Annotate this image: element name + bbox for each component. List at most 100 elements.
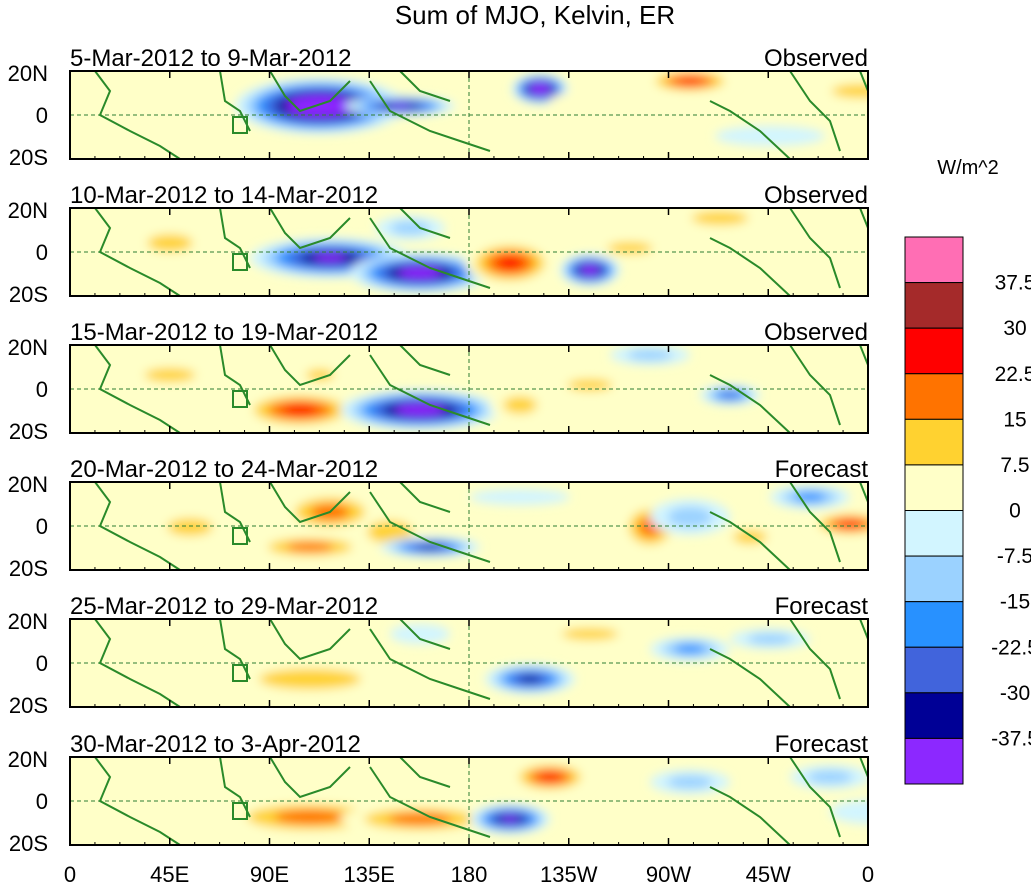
colorbar-label: 37.5 bbox=[995, 272, 1031, 295]
colorbar-label: 7.5 bbox=[1000, 454, 1029, 477]
anomaly-contour bbox=[210, 647, 290, 671]
map-field bbox=[69, 756, 869, 846]
anomaly-field bbox=[210, 624, 810, 697]
colorbar-label: 22.5 bbox=[995, 363, 1031, 386]
anomaly-field bbox=[125, 345, 760, 430]
coastline bbox=[369, 354, 491, 426]
longitude-label: 135E bbox=[344, 862, 395, 887]
anomaly-contour bbox=[405, 406, 435, 414]
anomaly-contour bbox=[607, 242, 653, 254]
colorbar-swatch bbox=[904, 373, 964, 420]
map-field bbox=[69, 481, 869, 571]
coastline bbox=[399, 618, 451, 650]
anomaly-contour bbox=[807, 770, 853, 784]
colorbar-label: 0 bbox=[1009, 500, 1021, 523]
coastline bbox=[369, 491, 491, 563]
colorbar-label: -37.5 bbox=[991, 727, 1031, 750]
coastline bbox=[709, 237, 791, 297]
coastline bbox=[859, 344, 869, 366]
anomaly-contour bbox=[281, 404, 319, 416]
anomaly-contour bbox=[306, 101, 334, 111]
colorbar-label: 15 bbox=[1003, 408, 1026, 431]
figure-title: Sum of MJO, Kelvin, ER bbox=[395, 0, 675, 30]
coastline bbox=[369, 80, 491, 152]
anomaly-contour bbox=[150, 121, 250, 141]
longitude-label: 45E bbox=[150, 862, 189, 887]
coastline bbox=[269, 344, 351, 387]
longitude-label: 0 bbox=[862, 862, 874, 887]
map-panel: 20-Mar-2012 to 24-Mar-2012 Forecast 20N 0 20… bbox=[8, 456, 869, 581]
anomaly-contour bbox=[503, 396, 537, 414]
coastline bbox=[709, 100, 791, 160]
coastline bbox=[219, 70, 251, 132]
latitude-label: 0 bbox=[36, 377, 48, 402]
coastline bbox=[269, 481, 351, 524]
latitude-label: 20N bbox=[8, 472, 48, 497]
coastline bbox=[369, 766, 491, 838]
coastline bbox=[269, 207, 351, 250]
colorbar-label: -22.5 bbox=[991, 636, 1031, 659]
map-panel: 25-Mar-2012 to 29-Mar-2012 Forecast 20N 0 20… bbox=[8, 593, 869, 718]
anomaly-field bbox=[130, 208, 770, 293]
panel-date-range: 15-Mar-2012 to 19-Mar-2012 bbox=[70, 319, 378, 346]
longitude-label: 180 bbox=[451, 862, 488, 887]
map-panel: 5-Mar-2012 to 9-Mar-2012 Observed 20N 0 20S bbox=[8, 45, 940, 170]
coastline bbox=[94, 70, 181, 160]
anomaly-contour bbox=[313, 253, 347, 263]
anomaly-contour bbox=[537, 772, 563, 782]
region-box bbox=[232, 116, 248, 134]
anomaly-contour bbox=[733, 530, 767, 544]
panel-kind: Forecast bbox=[775, 456, 869, 483]
coastline bbox=[789, 344, 841, 426]
region-box bbox=[232, 390, 248, 408]
coastline bbox=[219, 344, 251, 406]
anomaly-contour bbox=[831, 84, 868, 98]
colorbar-swatch bbox=[904, 464, 964, 511]
anomaly-contour bbox=[900, 71, 940, 91]
map-panel: 10-Mar-2012 to 14-Mar-2012 Observed 20N 0 20… bbox=[8, 182, 869, 307]
anomaly-contour bbox=[830, 800, 868, 824]
latitude-label: 0 bbox=[36, 103, 48, 128]
coastline bbox=[399, 756, 451, 788]
anomaly-contour bbox=[496, 256, 524, 270]
longitude-label: 45W bbox=[746, 862, 791, 887]
panel-date-range: 30-Mar-2012 to 3-Apr-2012 bbox=[70, 731, 361, 758]
coastline bbox=[94, 207, 181, 297]
latitude-label: 20N bbox=[8, 747, 48, 772]
coastline bbox=[709, 511, 791, 571]
anomaly-contour bbox=[390, 624, 450, 644]
colorbar-swatch bbox=[904, 418, 964, 466]
longitude-axis: 0 45E 90E 135E 180 135W 90W 45W 0 bbox=[64, 862, 874, 887]
anomaly-contour bbox=[667, 506, 713, 528]
anomaly-contour bbox=[170, 785, 270, 809]
panel-kind: Forecast bbox=[775, 731, 869, 758]
anomaly-contour bbox=[747, 633, 793, 645]
anomaly-contour bbox=[674, 644, 706, 654]
colorbar-swatch bbox=[904, 236, 964, 284]
map-panel: 15-Mar-2012 to 19-Mar-2012 Observed 20N 0 20… bbox=[8, 319, 869, 444]
latitude-label: 20S bbox=[9, 693, 48, 718]
coastline bbox=[859, 481, 869, 503]
colorbar-swatch bbox=[904, 601, 964, 648]
latitude-label: 20N bbox=[8, 61, 48, 86]
coastline bbox=[219, 481, 251, 543]
anomaly-contour bbox=[274, 809, 346, 825]
anomaly-contour bbox=[909, 75, 932, 86]
map-field bbox=[69, 618, 869, 708]
colorbar-swatch bbox=[904, 510, 964, 557]
anomaly-contour bbox=[837, 520, 863, 528]
anomaly-contour bbox=[676, 77, 704, 85]
latitude-label: 20S bbox=[9, 831, 48, 856]
anomaly-contour bbox=[388, 103, 412, 109]
coastline bbox=[269, 756, 351, 799]
anomaly-contour bbox=[390, 221, 430, 235]
anomaly-contour bbox=[407, 269, 433, 277]
latitude-label: 20N bbox=[8, 335, 48, 360]
colorbar-swatch bbox=[904, 646, 964, 694]
coastline bbox=[94, 344, 181, 434]
anomaly-contour bbox=[550, 91, 630, 111]
coastline bbox=[789, 70, 841, 152]
coastline bbox=[709, 648, 791, 708]
panel-date-range: 10-Mar-2012 to 14-Mar-2012 bbox=[70, 182, 378, 209]
